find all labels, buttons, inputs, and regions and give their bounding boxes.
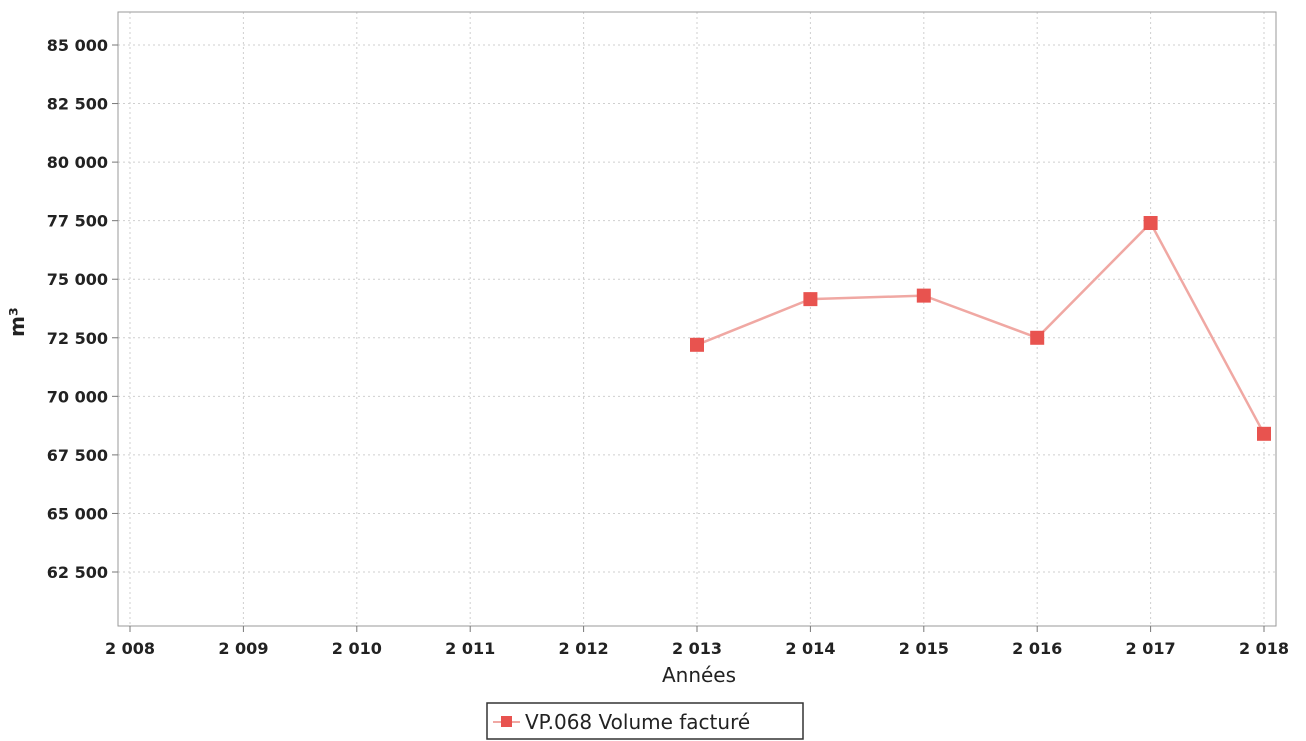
- data-point-marker: [690, 337, 704, 352]
- x-tick-label: 2 015: [899, 639, 949, 658]
- x-axis: 2 008 2 009 2 010 2 011 2 012 2 013 2 014 2 015…: [105, 626, 1289, 658]
- y-tick-label: 85 000: [47, 36, 108, 55]
- y-tick-label: 82 500: [47, 95, 108, 114]
- y-axis-label: m³: [5, 307, 29, 337]
- x-tick-label: 2 012: [559, 639, 609, 658]
- y-tick-label: 77 500: [47, 212, 108, 231]
- x-tick-label: 2 008: [105, 639, 155, 658]
- data-point-marker: [1143, 216, 1158, 231]
- x-tick-label: 2 016: [1012, 639, 1062, 658]
- x-tick-label: 2 017: [1126, 639, 1176, 658]
- y-tick-label: 65 000: [47, 504, 108, 523]
- x-tick-label: 2 009: [218, 639, 268, 658]
- y-axis: 62 500 65 000 67 500 70 000 72 500 75 000 77 5…: [47, 36, 118, 582]
- x-tick-label: 2 018: [1239, 639, 1289, 658]
- x-tick-label: 2 013: [672, 639, 722, 658]
- legend-box: [486, 702, 804, 740]
- x-tick-label: 2 011: [445, 639, 495, 658]
- grid: [118, 12, 1276, 626]
- y-tick-label: 70 000: [47, 387, 108, 406]
- series-line: [696, 220, 1266, 435]
- series: [690, 216, 1271, 441]
- y-tick-label: 72 500: [47, 329, 108, 348]
- data-point-marker: [1030, 330, 1045, 345]
- y-tick-label: 80 000: [47, 153, 108, 172]
- y-tick-label: 75 000: [47, 270, 108, 289]
- x-axis-label: Années: [662, 663, 736, 687]
- legend-marker: [501, 716, 512, 727]
- data-point-marker: [803, 292, 818, 307]
- data-point-marker: [1257, 426, 1271, 441]
- legend-label: VP.068 Volume facturé: [525, 710, 750, 734]
- y-tick-label: 67 500: [47, 446, 108, 465]
- y-tick-label: 62 500: [47, 563, 108, 582]
- data-point-marker: [916, 288, 931, 303]
- x-tick-label: 2 010: [332, 639, 382, 658]
- legend: VP.068 Volume facturé: [486, 702, 804, 740]
- x-tick-label: 2 014: [785, 639, 835, 658]
